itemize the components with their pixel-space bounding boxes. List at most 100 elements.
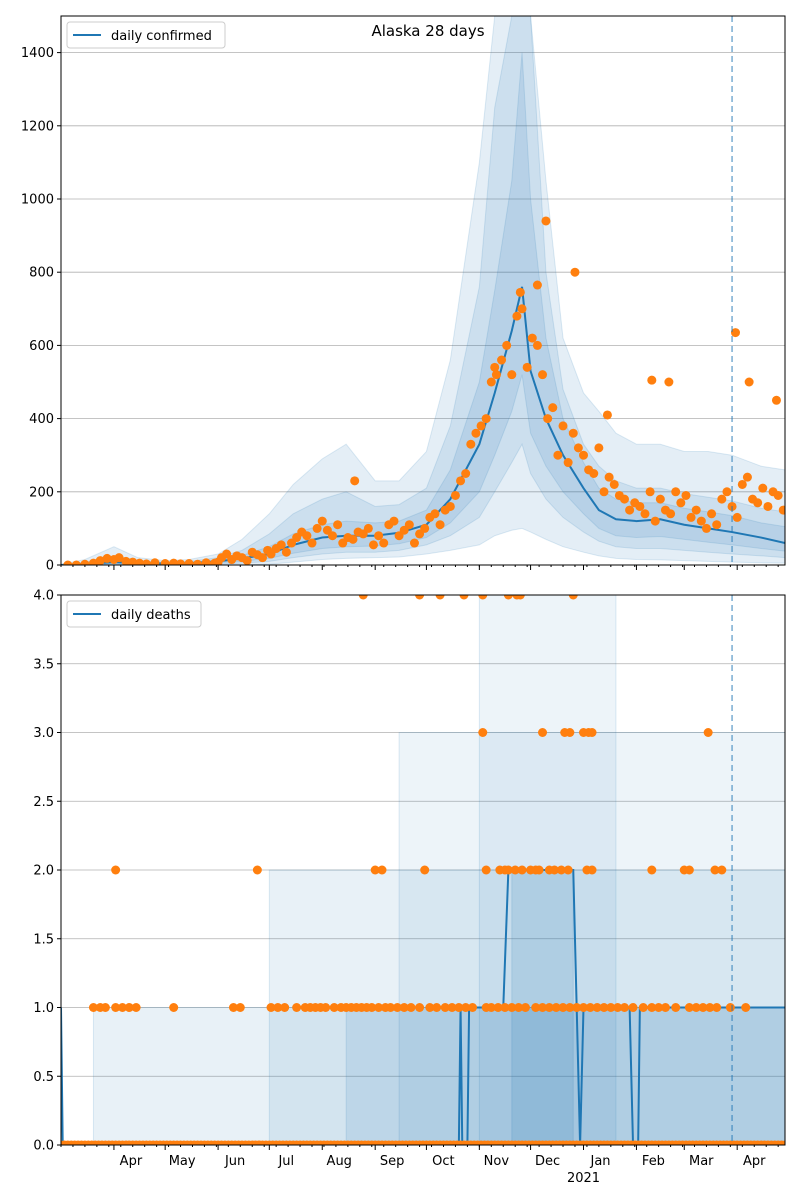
data-point	[712, 520, 722, 530]
data-point	[722, 487, 732, 497]
data-point	[447, 1003, 457, 1012]
data-point	[392, 1003, 402, 1012]
data-point	[730, 328, 740, 338]
x-tick-label: Dec	[535, 1154, 560, 1169]
data-point	[527, 333, 537, 343]
data-point	[276, 540, 286, 550]
data-point	[515, 595, 525, 600]
y-tick-label: 600	[29, 339, 54, 354]
data-point	[379, 538, 389, 548]
data-point	[358, 595, 368, 600]
data-point	[317, 516, 327, 526]
y-tick-label: 0	[46, 559, 54, 574]
data-point	[420, 865, 430, 875]
chart-title: Alaska 28 days	[371, 22, 484, 40]
data-point	[712, 1003, 722, 1012]
data-point	[176, 559, 186, 565]
data-point	[758, 483, 768, 493]
data-point	[538, 728, 548, 737]
data-point	[466, 439, 476, 449]
y-tick: 400	[29, 412, 61, 427]
data-point	[717, 865, 727, 875]
y-tick: 200	[29, 485, 61, 500]
data-point	[780, 1140, 785, 1145]
data-point	[558, 1003, 568, 1012]
data-point	[681, 490, 691, 500]
data-point	[515, 287, 525, 297]
x-tick-label: Jul	[277, 1154, 294, 1169]
data-point	[71, 560, 81, 565]
data-point	[368, 540, 378, 550]
data-point	[404, 520, 414, 530]
data-point	[602, 410, 612, 420]
data-point	[532, 340, 542, 350]
y-tick: 1400	[21, 46, 61, 61]
data-point	[541, 216, 551, 226]
data-point	[114, 553, 124, 563]
data-point	[184, 559, 194, 565]
data-point	[660, 1003, 670, 1012]
confirmed-panel: 0 200 400 600 800 1000 1200 1400 daily confirmed…	[21, 15, 786, 574]
y-tick-label: 2.0	[33, 864, 54, 879]
data-point	[587, 728, 597, 737]
data-point	[193, 559, 203, 565]
data-point	[370, 865, 380, 875]
data-point	[131, 1003, 141, 1012]
data-point	[242, 556, 252, 565]
data-point	[399, 1003, 409, 1012]
data-point	[638, 1003, 648, 1012]
data-point	[512, 311, 522, 321]
data-point	[502, 340, 512, 350]
data-point	[266, 1003, 276, 1012]
data-point	[741, 1003, 751, 1012]
data-point	[676, 498, 686, 508]
data-point	[497, 355, 507, 365]
data-point	[440, 1003, 450, 1012]
data-point	[548, 403, 558, 413]
data-point	[737, 479, 747, 489]
data-point	[435, 595, 445, 600]
y-tick: 0.5	[33, 1070, 61, 1085]
data-point	[705, 1003, 715, 1012]
x-tick-label: Mar	[689, 1154, 714, 1169]
data-point	[476, 421, 486, 431]
data-point	[568, 595, 578, 600]
data-point	[201, 558, 211, 565]
data-point	[471, 428, 481, 438]
data-point	[710, 865, 720, 875]
data-point	[654, 1003, 664, 1012]
data-point	[691, 505, 701, 515]
data-point	[141, 559, 151, 565]
y-tick: 800	[29, 266, 61, 281]
data-point	[573, 443, 583, 453]
x-tick-label: Apr	[120, 1154, 143, 1169]
data-point	[88, 558, 98, 565]
data-point	[696, 516, 706, 526]
data-point	[664, 377, 674, 387]
data-point	[415, 595, 425, 600]
y-tick: 0	[46, 559, 61, 574]
data-point	[570, 267, 580, 277]
data-point	[169, 1003, 179, 1012]
y-tick: 1200	[21, 119, 61, 134]
data-point	[386, 1003, 396, 1012]
data-point	[532, 280, 542, 290]
data-point	[599, 1003, 609, 1012]
deaths-panel: 0.0 0.5 1.0 1.5 2.0 2.5 3.0 3.5 4.0 daily deaths A…	[33, 589, 786, 1186]
data-point	[273, 1003, 283, 1012]
data-point	[742, 472, 752, 482]
data-point	[599, 487, 609, 497]
data-point	[63, 560, 73, 565]
data-point	[572, 1003, 582, 1012]
y-tick-label: 1000	[21, 193, 54, 208]
data-point	[348, 534, 358, 544]
y-tick: 3.5	[33, 657, 61, 672]
data-point	[450, 490, 460, 500]
data-point	[565, 728, 575, 737]
data-point	[503, 865, 513, 875]
data-point	[655, 494, 665, 504]
y-tick-label: 3.5	[33, 657, 54, 672]
data-point	[486, 377, 496, 387]
data-point	[563, 865, 573, 875]
data-point	[538, 370, 548, 380]
